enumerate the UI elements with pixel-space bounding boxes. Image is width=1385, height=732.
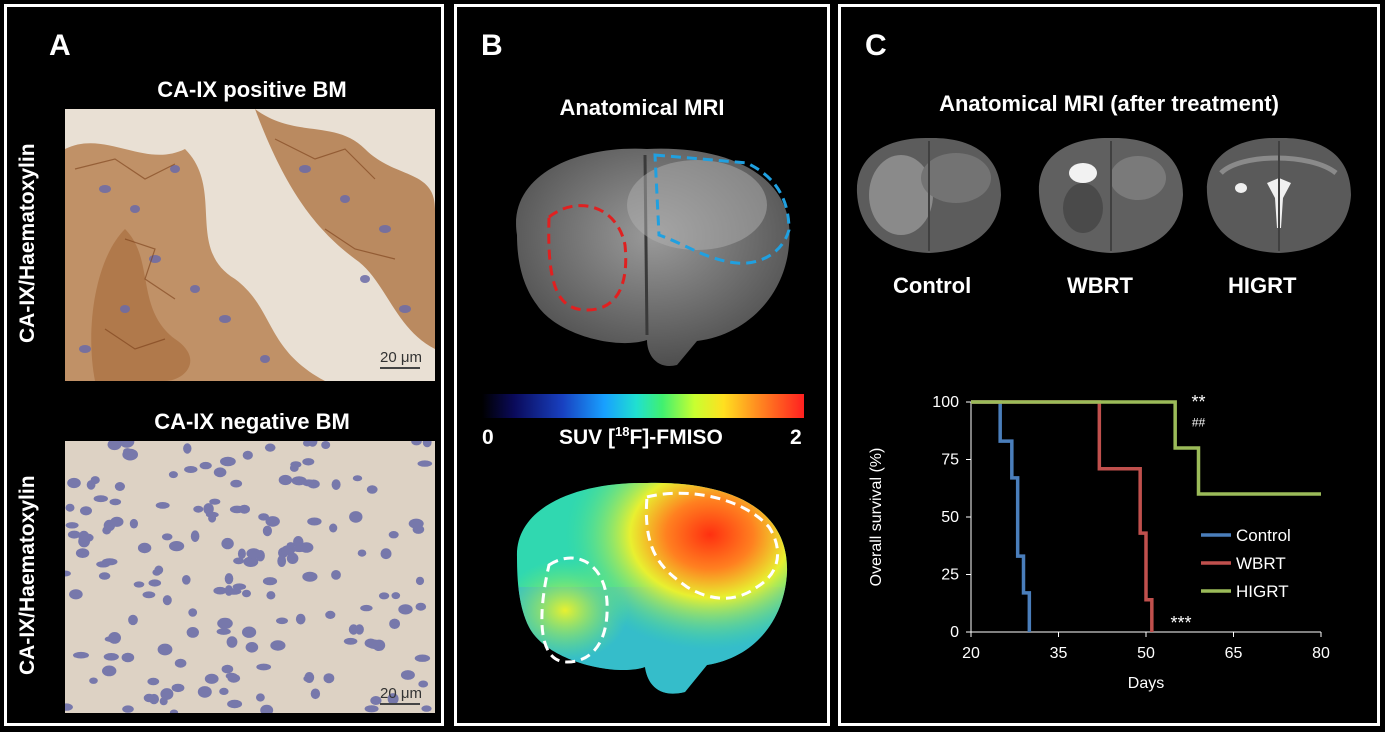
x-tick-label: 35 bbox=[1050, 645, 1068, 662]
colorbar-title: SUV [18F]-FMISO bbox=[559, 424, 723, 450]
significance-marker-1: ## bbox=[1192, 415, 1206, 429]
legend-label-wbrt: WBRT bbox=[1236, 554, 1286, 573]
micrograph-ca-ix-positive: 20 μm bbox=[65, 109, 435, 381]
mri-wbrt bbox=[1038, 137, 1183, 253]
panel-b-title: Anatomical MRI bbox=[559, 95, 725, 120]
y-tick-label: 50 bbox=[941, 509, 959, 526]
fmiso-pet-image bbox=[516, 482, 788, 694]
colorbar-min-label: 0 bbox=[482, 426, 494, 449]
mri-control bbox=[856, 137, 1001, 253]
panel-a-bottom-vertical-label: CA-IX/Haematoxylin bbox=[16, 475, 39, 675]
survival-line-wbrt bbox=[971, 400, 1154, 632]
panel-a-top-vertical-label: CA-IX/Haematoxylin bbox=[16, 143, 39, 343]
panel-b-letter: B bbox=[481, 29, 503, 62]
colorbar-title-post: F]-FMISO bbox=[629, 426, 723, 449]
scale-bar-bottom: 20 μm bbox=[380, 685, 435, 705]
x-tick-label: 80 bbox=[1312, 645, 1330, 662]
y-tick-label: 75 bbox=[941, 452, 959, 469]
micrograph-ca-ix-negative: 20 μm bbox=[65, 441, 435, 713]
mri-label-higrt: HIGRT bbox=[1228, 273, 1297, 298]
scale-bar-bottom-label: 20 μm bbox=[380, 685, 422, 702]
survival-line-higrt bbox=[971, 400, 1321, 496]
x-axis-label: Days bbox=[1128, 675, 1164, 692]
colorbar-title-sup: 18 bbox=[615, 424, 630, 439]
survival-line-control bbox=[971, 400, 1032, 632]
panel-b: B Anatomical MRI 0 SUV [18F]-FMISO 2 bbox=[454, 4, 830, 726]
x-tick-label: 20 bbox=[962, 645, 980, 662]
x-tick-label: 65 bbox=[1225, 645, 1243, 662]
legend-label-higrt: HIGRT bbox=[1236, 582, 1289, 601]
mri-label-control: Control bbox=[893, 273, 972, 298]
legend-label-control: Control bbox=[1236, 526, 1291, 545]
significance-marker-0: ** bbox=[1191, 392, 1205, 412]
y-tick-label: 100 bbox=[932, 394, 959, 411]
mri-higrt bbox=[1206, 137, 1351, 253]
survival-chart: 0 25 50 75 100 20 35 50 65 80 Days Overall survival… bbox=[868, 392, 1330, 692]
y-tick-label: 0 bbox=[950, 624, 959, 641]
y-tick-label: 25 bbox=[941, 567, 959, 584]
significance-marker-2: *** bbox=[1170, 613, 1191, 633]
mri-label-wbrt: WBRT bbox=[1067, 273, 1133, 298]
y-axis-label: Overall survival (%) bbox=[868, 448, 885, 587]
panel-a-letter: A bbox=[49, 29, 71, 62]
panel-a-top-title: CA-IX positive BM bbox=[157, 77, 347, 102]
anatomical-mri-image bbox=[516, 148, 791, 366]
panel-c-letter: C bbox=[865, 29, 887, 62]
x-tick-label: 50 bbox=[1137, 645, 1155, 662]
panel-a-bottom-title: CA-IX negative BM bbox=[154, 409, 350, 434]
panel-c-title: Anatomical MRI (after treatment) bbox=[939, 91, 1279, 116]
suv-colorbar bbox=[482, 394, 804, 418]
colorbar-max-label: 2 bbox=[790, 426, 802, 449]
scale-bar-top-label: 20 μm bbox=[380, 349, 422, 366]
scale-bar-top: 20 μm bbox=[380, 349, 435, 369]
colorbar-title-pre: SUV [ bbox=[559, 426, 616, 449]
panel-a: A CA-IX positive BM CA-IX/Haematoxylin bbox=[4, 4, 444, 726]
panel-c: C Anatomical MRI (after treatment) Contr… bbox=[838, 4, 1380, 726]
